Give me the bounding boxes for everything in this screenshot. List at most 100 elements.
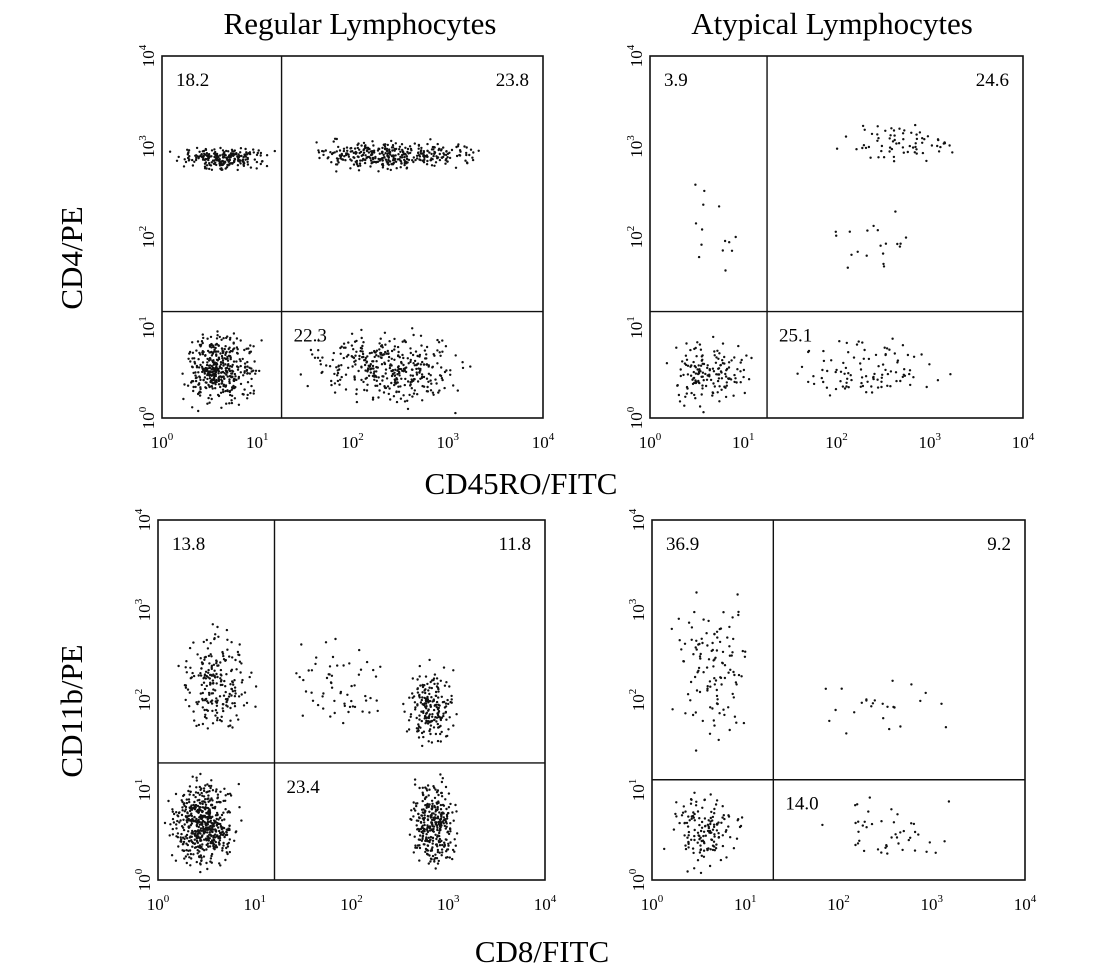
data-point	[390, 146, 394, 149]
data-point	[409, 713, 413, 716]
data-point	[734, 681, 738, 684]
data-point	[440, 695, 443, 698]
data-point	[392, 158, 395, 161]
data-point	[421, 837, 424, 841]
data-point	[195, 825, 199, 828]
data-point	[434, 788, 437, 791]
data-point	[235, 152, 238, 155]
data-point	[191, 829, 194, 833]
data-point	[193, 800, 196, 804]
data-point	[229, 683, 232, 686]
data-point	[696, 810, 700, 813]
data-point	[432, 698, 435, 701]
data-point	[719, 858, 723, 862]
data-point	[170, 854, 174, 857]
data-point	[876, 848, 880, 851]
data-point	[196, 804, 200, 808]
data-point	[353, 375, 356, 378]
data-point	[739, 370, 742, 373]
data-point	[199, 870, 202, 874]
data-point	[190, 381, 193, 384]
data-point	[721, 359, 724, 362]
data-point	[711, 641, 714, 645]
scatter-panel-2: 3.9 24.625.110010010110110210210310310410…	[625, 44, 1035, 452]
data-point	[870, 391, 874, 394]
data-point	[699, 657, 702, 660]
data-point	[185, 798, 188, 801]
data-point	[425, 345, 429, 349]
data-point	[196, 702, 199, 706]
data-point	[206, 727, 209, 730]
data-point	[882, 265, 886, 268]
data-point	[398, 148, 401, 151]
data-point	[174, 859, 178, 862]
y-tick-label: 103	[625, 135, 646, 158]
data-point	[365, 146, 369, 149]
data-point	[908, 144, 911, 148]
data-point	[192, 389, 195, 393]
data-point	[682, 373, 685, 377]
data-point	[427, 708, 430, 711]
data-point	[737, 673, 741, 677]
data-point	[429, 374, 432, 377]
data-point	[189, 805, 193, 809]
data-point	[330, 152, 334, 156]
data-point	[856, 803, 859, 806]
data-point	[902, 138, 905, 141]
data-point	[862, 144, 866, 147]
data-point	[418, 664, 421, 668]
data-point	[200, 683, 203, 687]
data-point	[861, 341, 864, 344]
data-point	[210, 397, 213, 401]
data-point	[422, 703, 425, 706]
quadrant-label-upper-right: 24.6	[976, 70, 1009, 91]
data-point	[428, 151, 431, 154]
data-point	[330, 686, 334, 689]
data-point	[199, 802, 202, 805]
data-point	[218, 154, 222, 157]
data-point	[209, 371, 212, 374]
data-point	[446, 848, 450, 851]
data-point	[425, 163, 429, 166]
data-point	[423, 154, 427, 158]
data-point	[670, 627, 673, 631]
data-point	[181, 372, 184, 375]
data-point	[435, 155, 438, 158]
data-point	[713, 724, 716, 727]
data-point	[694, 711, 697, 714]
data-point	[425, 390, 429, 393]
data-point	[224, 808, 227, 811]
data-point	[222, 384, 225, 388]
data-point	[421, 799, 424, 803]
data-point	[437, 715, 440, 719]
data-point	[184, 855, 188, 858]
data-point	[688, 819, 691, 822]
data-point	[884, 353, 887, 357]
data-point	[687, 842, 690, 846]
data-point	[721, 342, 725, 345]
data-point	[896, 359, 900, 362]
data-point	[452, 384, 455, 387]
data-point	[394, 368, 397, 371]
data-point	[425, 803, 428, 807]
data-point	[709, 816, 712, 820]
data-point	[712, 719, 715, 722]
data-point	[391, 372, 395, 376]
data-point	[422, 385, 426, 388]
data-point	[375, 349, 379, 352]
data-point	[718, 400, 721, 403]
data-point	[685, 342, 688, 345]
data-point	[424, 850, 427, 854]
data-point	[187, 830, 190, 833]
data-point	[380, 163, 384, 166]
data-point	[697, 834, 700, 837]
data-point	[843, 372, 846, 375]
data-point	[243, 691, 247, 694]
data-point	[400, 362, 403, 365]
data-point	[233, 347, 236, 350]
data-point	[422, 159, 425, 162]
data-point	[853, 711, 856, 714]
data-point	[702, 411, 705, 414]
data-point	[189, 790, 192, 793]
data-point	[228, 655, 231, 658]
